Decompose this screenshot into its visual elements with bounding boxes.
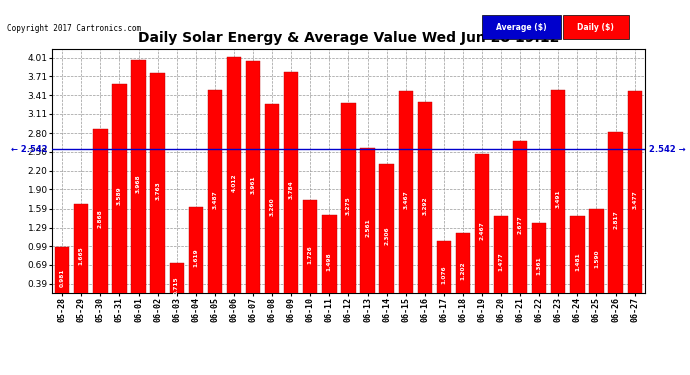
Bar — [609, 132, 623, 308]
Bar — [475, 154, 489, 308]
Text: 2.868: 2.868 — [98, 209, 103, 228]
Title: Daily Solar Energy & Average Value Wed Jun 28 19:12: Daily Solar Energy & Average Value Wed J… — [138, 31, 559, 45]
Text: 1.590: 1.590 — [594, 249, 599, 268]
Text: 2.306: 2.306 — [384, 227, 389, 245]
Text: 3.589: 3.589 — [117, 187, 122, 205]
Text: 3.467: 3.467 — [403, 190, 408, 209]
Text: 1.361: 1.361 — [537, 256, 542, 275]
Text: 1.498: 1.498 — [327, 252, 332, 271]
Text: 1.477: 1.477 — [499, 253, 504, 272]
Bar — [627, 91, 642, 308]
Text: 2.677: 2.677 — [518, 215, 522, 234]
Bar — [246, 61, 260, 308]
Text: 2.542 →: 2.542 → — [649, 145, 686, 154]
Bar — [399, 92, 413, 308]
Text: 3.968: 3.968 — [136, 175, 141, 194]
Text: 1.665: 1.665 — [79, 247, 83, 266]
Text: 3.784: 3.784 — [288, 180, 294, 199]
Bar — [170, 264, 184, 308]
Text: 1.481: 1.481 — [575, 252, 580, 271]
Bar — [532, 223, 546, 308]
Text: 3.491: 3.491 — [556, 190, 561, 209]
Text: 3.487: 3.487 — [213, 190, 217, 209]
Bar — [188, 207, 203, 308]
Text: 3.477: 3.477 — [632, 190, 637, 209]
Bar — [74, 204, 88, 308]
Bar — [265, 104, 279, 308]
Text: 1.726: 1.726 — [308, 245, 313, 264]
Text: 2.561: 2.561 — [365, 219, 370, 237]
Bar — [342, 104, 355, 308]
Text: 2.817: 2.817 — [613, 211, 618, 230]
Text: 3.275: 3.275 — [346, 196, 351, 215]
Text: 3.763: 3.763 — [155, 181, 160, 200]
Bar — [570, 216, 584, 308]
Bar — [322, 214, 337, 308]
Bar — [131, 60, 146, 308]
Bar — [55, 247, 70, 308]
Text: 1.202: 1.202 — [460, 261, 466, 280]
Bar — [93, 129, 108, 308]
Bar — [437, 241, 451, 308]
Text: 2.467: 2.467 — [480, 222, 484, 240]
Bar — [150, 73, 165, 308]
Bar — [494, 216, 509, 308]
Text: 1.076: 1.076 — [442, 265, 446, 284]
Bar — [380, 164, 394, 308]
Bar — [360, 148, 375, 308]
Bar — [589, 209, 604, 308]
Text: 0.981: 0.981 — [60, 268, 65, 287]
Text: 3.292: 3.292 — [422, 196, 427, 214]
Bar — [284, 72, 298, 308]
Text: 4.012: 4.012 — [231, 174, 237, 192]
Text: 3.961: 3.961 — [250, 175, 255, 194]
Bar — [208, 90, 222, 308]
Bar — [112, 84, 127, 308]
Bar — [417, 102, 432, 308]
Bar — [456, 233, 470, 308]
Text: 0.715: 0.715 — [175, 276, 179, 295]
Text: Average ($): Average ($) — [496, 22, 546, 32]
Text: ← 2.542: ← 2.542 — [11, 145, 48, 154]
Text: Daily ($): Daily ($) — [578, 22, 614, 32]
Bar — [227, 57, 241, 308]
Text: 1.619: 1.619 — [193, 248, 198, 267]
Text: 3.260: 3.260 — [270, 197, 275, 216]
Bar — [551, 90, 566, 308]
Bar — [513, 141, 527, 308]
Bar — [303, 200, 317, 308]
Text: Copyright 2017 Cartronics.com: Copyright 2017 Cartronics.com — [7, 24, 141, 33]
